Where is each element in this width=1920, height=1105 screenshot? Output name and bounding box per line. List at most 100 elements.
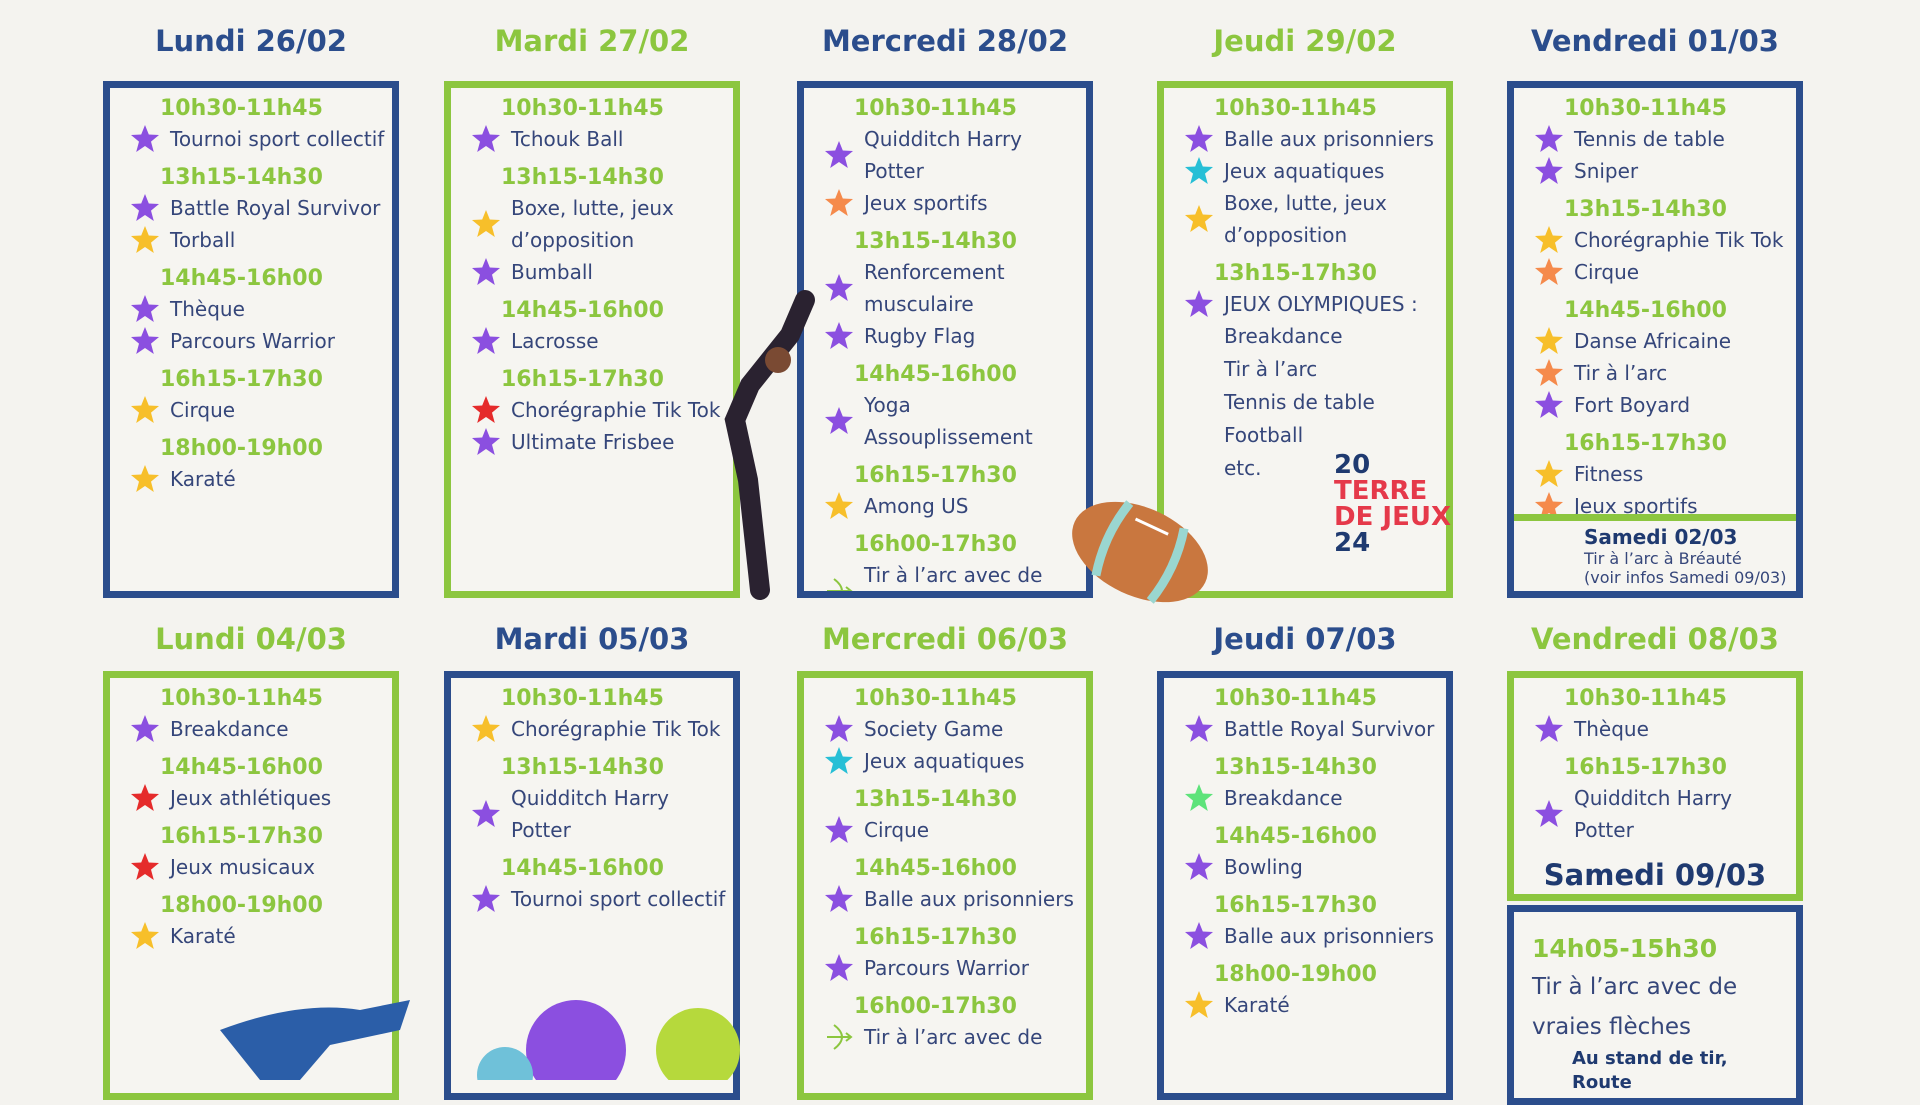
activity-label: Tir à l’arc avec de vraies flèches xyxy=(864,563,1043,587)
star-icon xyxy=(131,295,159,322)
activity-label: Tchouk Ball xyxy=(511,127,624,151)
slot: 10h30-11h45 Tennis de table Sniper xyxy=(1534,96,1790,187)
activity-label: Jeux athlétiques xyxy=(170,786,332,810)
activity-label: Bowling xyxy=(1224,855,1303,879)
time: 10h30-11h45 xyxy=(501,686,664,711)
star-icon xyxy=(825,407,853,434)
time: 14h45-16h00 xyxy=(854,856,1017,881)
time: 13h15-14h30 xyxy=(854,787,1017,812)
activity-label: Tir à l’arc avec de vraies flèches xyxy=(1532,974,1738,1040)
activity: Chorégraphie Tik Tok xyxy=(1534,224,1790,256)
day-box: 14h05-15h30 Tir à l’arc avec de vraies fl… xyxy=(1507,905,1803,1105)
activity-label: Parcours Warrior xyxy=(170,329,335,353)
star-icon xyxy=(1535,327,1563,354)
activity-label: Cirque xyxy=(864,818,930,842)
activity-label: Chorégraphie Tik Tok xyxy=(511,717,721,741)
slot: 10h30-11h45 Breakdance xyxy=(130,686,386,745)
activity: Quidditch Harry Potter xyxy=(824,123,1080,187)
activity: Tennis de table xyxy=(1534,123,1790,155)
activity: Renforcement musculaire xyxy=(824,256,1080,320)
time: 13h15-14h30 xyxy=(501,755,664,780)
activity: Fitness xyxy=(1534,458,1790,490)
star-icon xyxy=(1185,784,1213,811)
extra: Samedi 02/03 Tir à l’arc à Bréauté (voir i… xyxy=(1514,514,1796,591)
day-box: 10h30-11h45 Quidditch Harry Potter Jeux sp… xyxy=(797,81,1093,598)
slot: 10h30-11h45 Thèque xyxy=(1534,686,1790,745)
activity: Bowling xyxy=(1184,851,1440,883)
star-icon xyxy=(472,327,500,354)
day-box: 10h30-11h45 Thèque 16h15-17h30 Quidditch Ha… xyxy=(1507,671,1803,901)
slot: 13h15-17h30 JEUX OLYMPIQUES : Breakdance Ti… xyxy=(1184,261,1440,485)
activity: Quidditch Harry Potter xyxy=(471,782,727,846)
star-icon xyxy=(131,922,159,949)
extra-line: Tir à l’arc à Bréauté xyxy=(1584,549,1742,568)
activity: Tournoi sport collectif xyxy=(471,883,727,915)
star-icon xyxy=(1535,391,1563,418)
activity-label: Balle aux prisonniers xyxy=(1224,127,1434,151)
star-icon xyxy=(131,396,159,423)
star-icon xyxy=(472,125,500,152)
time: 14h45-16h00 xyxy=(160,266,323,291)
slot: 18h00-19h00 Karaté xyxy=(130,436,386,495)
activity: Jeux aquatiques xyxy=(824,745,1080,777)
activity-label: Yoga Assouplissement xyxy=(864,393,1033,449)
time: 10h30-11h45 xyxy=(1564,686,1727,711)
time: 14h45-16h00 xyxy=(1214,824,1377,849)
activity: Breakdance xyxy=(1184,782,1440,814)
slot: 13h15-14h30 Chorégraphie Tik Tok Cirque xyxy=(1534,197,1790,288)
activity: Lacrosse xyxy=(471,325,727,357)
star-icon xyxy=(1185,922,1213,949)
star-icon xyxy=(472,715,500,742)
activity: Thèque xyxy=(130,293,386,325)
activity-label: Chorégraphie Tik Tok xyxy=(1574,228,1784,252)
slot: 16h00-17h30 Tir à l’arc avec de vraies fl… xyxy=(824,532,1080,591)
slot: 14h45-16h00 Bowling xyxy=(1184,824,1440,883)
activity: Quidditch Harry Potter xyxy=(1534,782,1790,846)
activity-label: Boxe, lutte, jeux d’opposition xyxy=(1224,191,1387,247)
activity-label: Karaté xyxy=(170,467,236,491)
activity-label: Tir à l’arc avec de xyxy=(864,1025,1043,1049)
star-icon xyxy=(131,465,159,492)
activity-label: Quidditch Harry Potter xyxy=(1574,786,1733,842)
slot: 13h15-14h30 Battle Royal Survivor Torball xyxy=(130,165,386,256)
activity-label: Jeux aquatiques xyxy=(1224,159,1385,183)
slot: 16h15-17h30 Cirque xyxy=(130,367,386,426)
day-box: 10h30-11h45 Society Game Jeux aquatiques 13… xyxy=(797,671,1093,1100)
slot: 14h45-16h00 Lacrosse xyxy=(471,298,727,357)
slot: 16h15-17h30 Chorégraphie Tik Tok Ultimate … xyxy=(471,367,727,458)
activity-label: Tir à l’arc xyxy=(1574,361,1668,385)
time: 10h30-11h45 xyxy=(1214,686,1377,711)
day-title: Vendredi 01/03 xyxy=(1530,24,1779,58)
activity-label: Lacrosse xyxy=(511,329,599,353)
time: 16h15-17h30 xyxy=(160,824,323,849)
day-box: 10h30-11h45 Battle Royal Survivor 13h15-14… xyxy=(1157,671,1453,1100)
time: 18h00-19h00 xyxy=(160,436,323,461)
activity: Sniper xyxy=(1534,155,1790,187)
star-icon xyxy=(131,853,159,880)
activity: Balle aux prisonniers xyxy=(1184,123,1440,155)
location: Au stand de tir, Route xyxy=(1572,1048,1728,1093)
activity-label: Thèque xyxy=(170,297,245,321)
activity: Tchouk Ball xyxy=(471,123,727,155)
activity: Boxe, lutte, jeux d’opposition xyxy=(1184,187,1440,251)
star-icon xyxy=(825,274,853,301)
extra-line: (voir infos Samedi 09/03) xyxy=(1584,568,1787,587)
time: 14h45-16h00 xyxy=(160,755,323,780)
day-box: 10h30-11h45 Tennis de table Sniper 13h15-14… xyxy=(1507,81,1803,598)
slot: 18h00-19h00 Karaté xyxy=(1184,962,1440,1021)
activity: Balle aux prisonniers xyxy=(1184,920,1440,952)
activity: Battle Royal Survivor xyxy=(1184,713,1440,745)
slot: 14h45-16h00 Yoga Assouplissement xyxy=(824,362,1080,453)
activity: Jeux musicaux xyxy=(130,851,386,883)
time: 10h30-11h45 xyxy=(1564,96,1727,121)
activity: Society Game xyxy=(824,713,1080,745)
star-icon xyxy=(1535,258,1563,285)
star-icon xyxy=(131,784,159,811)
time: 18h00-19h00 xyxy=(160,893,323,918)
star-icon xyxy=(1185,853,1213,880)
activity-label: Ultimate Frisbee xyxy=(511,430,675,454)
star-icon xyxy=(825,954,853,981)
activity-label: Fort Boyard xyxy=(1574,393,1691,417)
slot: 16h15-17h30 Fitness Jeux sportifs xyxy=(1534,431,1790,522)
star-icon xyxy=(825,885,853,912)
